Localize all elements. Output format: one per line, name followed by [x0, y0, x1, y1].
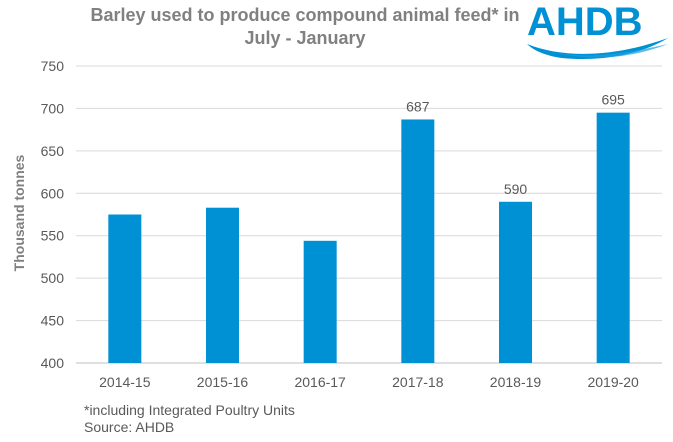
bars: [108, 112, 630, 364]
x-tick-label-2017-18: 2017-18: [392, 374, 444, 390]
data-labels: 687 590 695: [406, 92, 625, 197]
y-tick-label: 650: [41, 143, 65, 159]
x-tick-label-2019-20: 2019-20: [587, 374, 639, 390]
data-label-2019-20: 695: [601, 92, 625, 108]
x-tick-label-2016-17: 2016-17: [294, 374, 346, 390]
x-axis-ticks: 2014-15 2015-16 2016-17 2017-18 2018-19 2019-…: [99, 374, 639, 390]
bar-2018-19: [499, 201, 532, 363]
x-tick-label-2015-16: 2015-16: [197, 374, 249, 390]
y-tick-label: 400: [41, 355, 65, 371]
y-tick-label: 700: [41, 100, 65, 116]
bar-2019-20: [596, 112, 630, 364]
y-tick-label: 500: [41, 270, 65, 286]
y-tick-label: 450: [41, 313, 65, 329]
y-tick-label: 550: [41, 228, 65, 244]
ahdb-logo-text: AHDB: [527, 0, 643, 44]
y-tick-label: 600: [41, 185, 65, 201]
bar-2015-16: [206, 207, 239, 363]
data-label-2018-19: 590: [504, 181, 528, 197]
y-tick-label: 750: [41, 58, 65, 74]
y-axis-ticks: 400 450 500 550 600 650 700 750: [41, 58, 65, 371]
bar-2017-18: [401, 119, 435, 364]
bar-2014-15: [108, 214, 142, 363]
data-label-2017-18: 687: [406, 98, 430, 114]
x-tick-label-2014-15: 2014-15: [99, 374, 151, 390]
chart-title: Barley used to produce compound animal f…: [90, 5, 520, 48]
footnote-source: Source: AHDB: [84, 419, 175, 435]
x-tick-label-2018-19: 2018-19: [490, 374, 542, 390]
logo-wave-highlight-icon: [552, 44, 668, 58]
ahdb-logo: AHDB: [527, 0, 668, 60]
bar-2016-17: [303, 240, 337, 363]
footnote-note: *including Integrated Poultry Units: [84, 402, 295, 418]
footnote: *including Integrated Poultry Units Sour…: [84, 402, 295, 436]
gridlines: [76, 65, 662, 364]
y-axis-title: Thousand tonnes: [11, 154, 27, 271]
